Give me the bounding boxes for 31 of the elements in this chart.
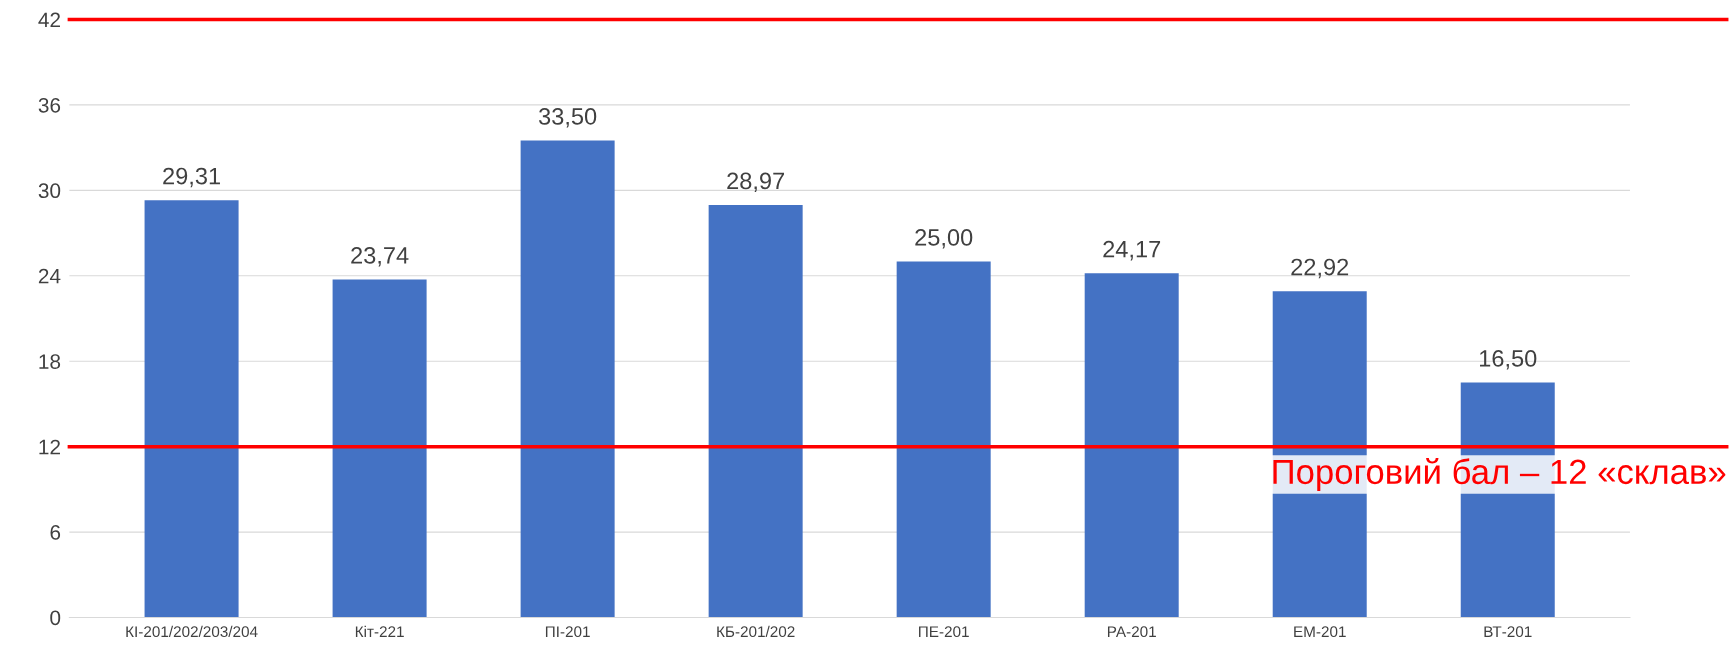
ref-line-label: Пороговий бал – 12 «склав»	[1273, 458, 1726, 492]
x-tick-label: ПІ-201	[545, 626, 590, 638]
y-tick-label: 0	[50, 610, 61, 626]
data-label: 22,92	[1291, 258, 1349, 279]
x-tick-label: ЕМ-201	[1294, 626, 1346, 638]
data-label: 25,00	[915, 229, 973, 249]
data-label: 16,50	[1480, 350, 1537, 370]
y-tick-label: 18	[39, 354, 61, 369]
y-tick-label: 30	[38, 183, 61, 199]
data-label: 28,97	[727, 172, 785, 193]
x-tick-label: ПЕ-201	[919, 626, 969, 638]
data-label: 23,74	[351, 246, 409, 267]
x-tick-label: КБ-201/202	[717, 625, 795, 638]
y-tick-label: 36	[38, 97, 61, 113]
bar	[520, 140, 615, 618]
bar	[896, 261, 991, 618]
bar	[144, 200, 239, 618]
data-label: 24,17	[1103, 240, 1161, 261]
bar	[332, 279, 427, 618]
y-tick-label: 24	[38, 268, 61, 284]
x-tick-label: Кіт-221	[355, 625, 404, 637]
bar	[708, 205, 803, 618]
y-tick-label: 42	[38, 12, 60, 28]
x-tick-label: КІ-201/202/203/204	[126, 625, 258, 638]
x-tick-label: РА-201	[1107, 626, 1156, 638]
x-tick-label: ВТ-201	[1484, 626, 1532, 638]
data-label: 33,50	[538, 108, 597, 128]
data-label: 29,31	[163, 167, 220, 188]
y-tick-label: 12	[39, 439, 60, 455]
bar	[1084, 273, 1179, 618]
y-tick-label: 6	[50, 525, 61, 540]
